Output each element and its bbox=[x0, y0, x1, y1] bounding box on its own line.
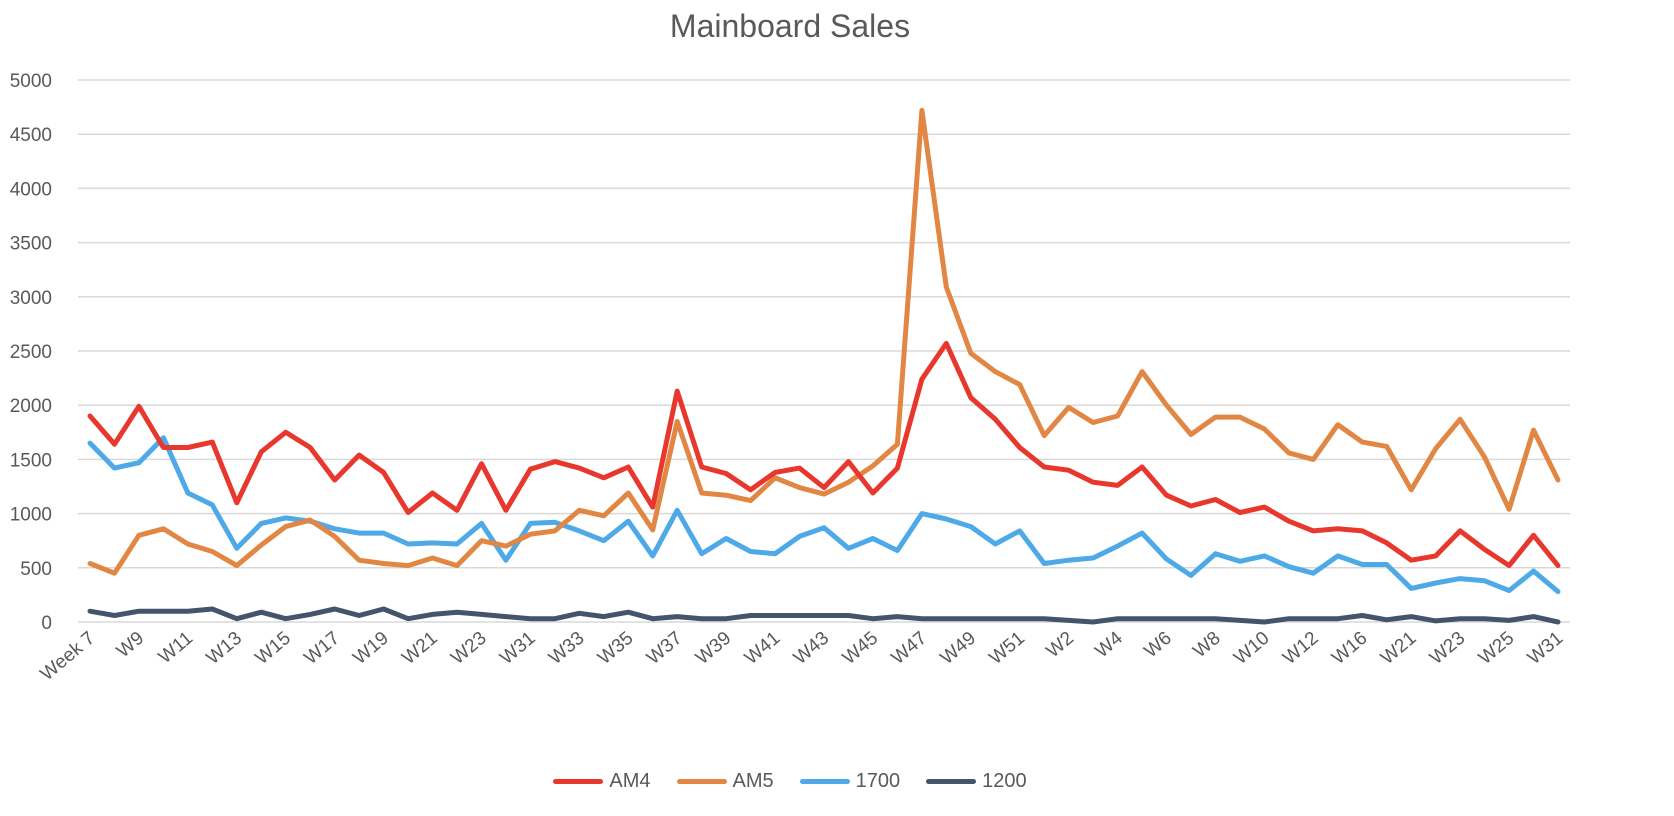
chart-title: Mainboard Sales bbox=[669, 8, 911, 44]
x-tick-label: W37 bbox=[643, 628, 686, 669]
x-tick-label: W17 bbox=[300, 628, 343, 669]
x-tick-label: W12 bbox=[1279, 628, 1322, 669]
series-line-am5 bbox=[87, 107, 1561, 576]
x-tick-label: W16 bbox=[1328, 628, 1371, 669]
series-line-1200 bbox=[87, 606, 1561, 625]
y-tick-label: 1500 bbox=[10, 450, 52, 471]
legend-item-am5: AM5 bbox=[676, 770, 774, 793]
series-line-1700 bbox=[87, 435, 1561, 595]
x-tick-label: W39 bbox=[692, 628, 735, 669]
x-tick-label: W33 bbox=[545, 628, 588, 669]
gridlines bbox=[78, 79, 1570, 623]
x-tick-label: W15 bbox=[252, 628, 295, 669]
x-tick-label: W51 bbox=[986, 628, 1029, 669]
y-tick-label: 3500 bbox=[10, 234, 52, 255]
legend-label: AM5 bbox=[732, 770, 774, 792]
x-tick-label: W49 bbox=[937, 628, 980, 669]
x-tick-label: Week 7 bbox=[37, 628, 100, 685]
y-tick-label: 4500 bbox=[10, 125, 52, 146]
y-tick-label: 3000 bbox=[10, 288, 52, 309]
legend-label: 1200 bbox=[982, 770, 1027, 792]
x-tick-label: W11 bbox=[155, 628, 197, 668]
series-line-am4 bbox=[87, 340, 1561, 569]
x-tick-label: W41 bbox=[741, 628, 784, 669]
x-tick-label: W31 bbox=[496, 628, 539, 669]
y-axis-ticks: 0 500 1000 1500 2000 2500 3000 3500 4000 4500 5000 bbox=[10, 71, 52, 634]
x-tick-label: W23 bbox=[1426, 628, 1469, 669]
x-tick-label: W25 bbox=[1475, 628, 1518, 669]
x-tick-label: W8 bbox=[1189, 628, 1224, 662]
y-tick-label: 2000 bbox=[10, 396, 52, 417]
x-tick-label: W13 bbox=[203, 628, 246, 669]
x-axis-ticks: Week 7 W9 W11 W13 W15 W17 W19 W21 W23 W31 W33 W35 W3… bbox=[37, 627, 1568, 685]
x-tick-label: W23 bbox=[447, 628, 490, 669]
y-tick-label: 0 bbox=[41, 613, 52, 634]
legend-item-1700: 1700 bbox=[799, 770, 901, 793]
legend-item-am4: AM4 bbox=[553, 770, 651, 793]
x-tick-label: W43 bbox=[790, 628, 833, 669]
series-lines bbox=[87, 107, 1561, 625]
x-tick-label: W2 bbox=[1043, 628, 1078, 662]
x-tick-label: W19 bbox=[349, 628, 392, 669]
legend-swatch bbox=[676, 779, 727, 784]
y-tick-label: 5000 bbox=[10, 71, 52, 92]
legend-swatch bbox=[553, 779, 604, 784]
y-tick-label: 500 bbox=[20, 559, 52, 580]
x-tick-label: W45 bbox=[839, 628, 882, 669]
legend: AM4 AM5 1700 1200 bbox=[0, 770, 1580, 793]
legend-label: AM4 bbox=[609, 770, 651, 792]
x-tick-label: W47 bbox=[888, 628, 931, 669]
y-tick-label: 2500 bbox=[10, 342, 52, 363]
legend-item-1200: 1200 bbox=[926, 770, 1027, 793]
x-tick-label: W9 bbox=[113, 628, 148, 662]
x-tick-label: W6 bbox=[1140, 628, 1175, 662]
y-tick-label: 1000 bbox=[10, 505, 52, 526]
x-tick-label: W35 bbox=[594, 628, 637, 669]
x-tick-label: W21 bbox=[398, 628, 441, 669]
legend-swatch bbox=[926, 779, 977, 784]
x-tick-label: W10 bbox=[1230, 628, 1273, 669]
x-tick-label: W21 bbox=[1377, 628, 1420, 669]
x-tick-label: W31 bbox=[1524, 628, 1567, 669]
y-tick-label: 4000 bbox=[10, 179, 52, 200]
x-tick-label: W4 bbox=[1091, 627, 1127, 662]
legend-label: 1700 bbox=[855, 770, 901, 792]
line-chart: 0 500 1000 1500 2000 2500 3000 3500 4000 4500 5000… bbox=[10, 71, 1570, 685]
legend-swatch bbox=[799, 779, 850, 784]
